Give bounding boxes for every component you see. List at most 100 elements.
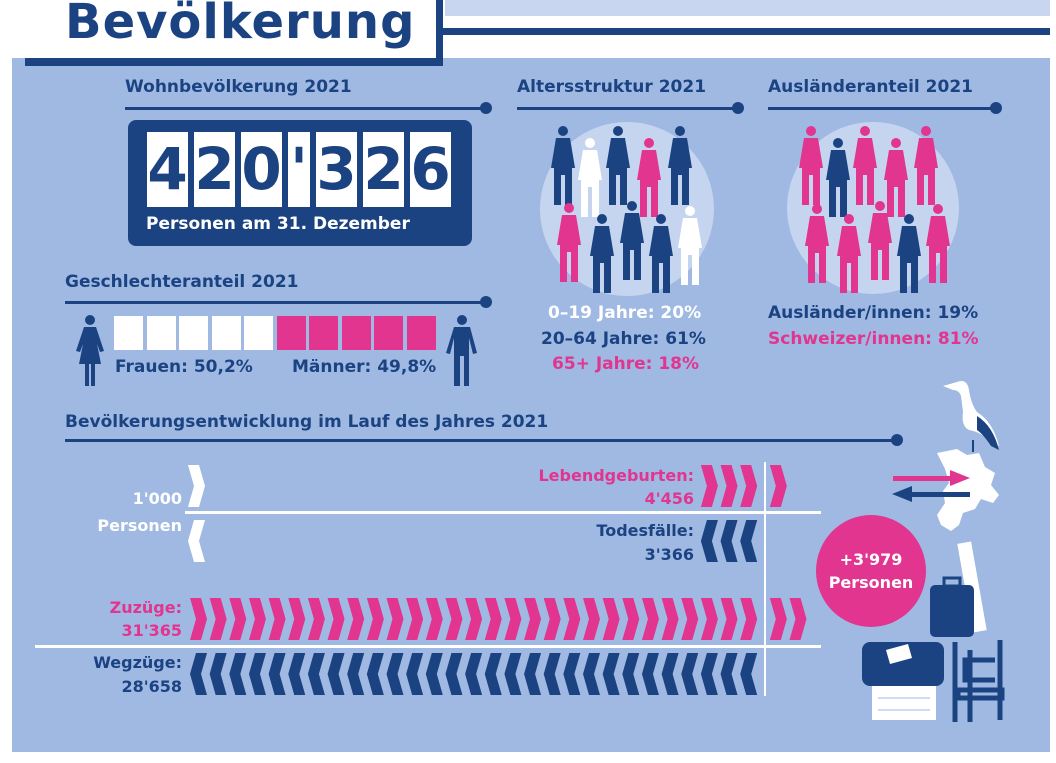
person-figure: [799, 126, 823, 205]
chevron-emigration: [524, 653, 542, 695]
chevron-immigration: [583, 598, 600, 640]
chevron-immigration: [622, 598, 640, 640]
counter-digit: 3: [316, 132, 357, 207]
chevron-emigration: [641, 653, 659, 695]
chevron-emigration: [700, 653, 718, 695]
person-figure: [620, 201, 644, 280]
chevron-immigration: [740, 598, 758, 640]
chevron-emigration: [347, 653, 365, 695]
zuzuege-label: Zuzüge:: [109, 598, 182, 617]
chevron-emigration: [740, 653, 758, 695]
header-rule: [437, 28, 1050, 35]
chevron-emigration: [307, 653, 325, 695]
chevron-emigration: [622, 653, 640, 695]
chevron-emigration: [465, 653, 483, 695]
net-change-unit: Personen: [828, 573, 914, 592]
chevron-emigration: [445, 653, 463, 695]
rule-dot: [480, 296, 492, 308]
person-figure: [668, 126, 692, 205]
scale-unit: Personen: [97, 516, 182, 535]
chevron-emigration: [583, 653, 600, 695]
deaths-value: 3'366: [644, 545, 694, 564]
person-figure: [837, 214, 861, 293]
person-figure: [926, 204, 950, 283]
chevron-emigration: [681, 653, 699, 695]
chevron-immigration: [789, 598, 807, 640]
person-figure: [557, 203, 581, 282]
chevron-immigration: [288, 598, 306, 640]
section-rule: [517, 107, 737, 110]
person-figure: [853, 126, 877, 205]
births-label: Lebendgeburten:: [538, 466, 694, 485]
chevron-emigration: [229, 653, 247, 695]
person-figure: [805, 204, 829, 283]
section-rule: [768, 107, 998, 110]
person-figure: [914, 126, 938, 205]
stork-icon: [943, 381, 999, 452]
rule-dot: [990, 102, 1002, 114]
chevron-emigration: [248, 653, 266, 695]
person-figure: [897, 214, 921, 293]
chevron-immigration: [268, 598, 286, 640]
chevron-immigration: [524, 598, 542, 640]
net-change-value: +3'979: [839, 550, 903, 569]
population-counter: 4 2 0 ' 3 2 6 Personen am 31. Dezember: [128, 120, 472, 246]
counter-digit: 0: [241, 132, 282, 207]
chevron-emigration: [484, 653, 502, 695]
suitcase-icon: [862, 541, 1005, 722]
section-rule: [65, 439, 897, 442]
man-icon: [446, 315, 477, 386]
counter-caption: Personen am 31. Dezember: [146, 214, 410, 234]
gender-segment-male: [276, 316, 306, 350]
axis-break-line: [764, 462, 766, 696]
chevron-immigration: [769, 598, 787, 640]
person-figure: [649, 214, 673, 293]
counter-digit: 4: [147, 132, 188, 207]
counter-separator: ': [288, 132, 310, 207]
chevron-emigration: [563, 653, 581, 695]
canton-map-icon: [937, 449, 999, 531]
chevron-immigration: [563, 598, 581, 640]
section-rule: [125, 107, 485, 110]
chevron-immigration: [602, 598, 620, 640]
chevron-emigration: [504, 653, 522, 695]
gender-segment-female: [211, 316, 241, 350]
gender-segment-female: [146, 316, 176, 350]
rule-dot: [891, 434, 903, 446]
maenner-label: Männer: 49,8%: [292, 357, 437, 377]
chevron-emigration: [406, 653, 424, 695]
chevron-emigration: [366, 653, 384, 695]
auslaender-line: Ausländer/innen: 19%: [768, 303, 979, 323]
counter-digit: 6: [410, 132, 451, 207]
chevron-emigration: [209, 653, 227, 695]
chevron-immigration: [366, 598, 384, 640]
chevron-immigration: [347, 598, 365, 640]
chevron-emigration: [327, 653, 345, 695]
gender-segment-male: [406, 316, 436, 350]
chevron-emigration: [543, 653, 561, 695]
chevron-immigration: [229, 598, 247, 640]
net-change-bubble: [816, 515, 926, 627]
chevron-immigration: [661, 598, 679, 640]
chevron-birth: [769, 465, 787, 507]
person-figure: [590, 214, 614, 293]
person-figure: [826, 138, 850, 217]
chevron-immigration: [386, 598, 404, 640]
counter-digit: 2: [194, 132, 235, 207]
zuzuege-value: 31'365: [121, 621, 182, 640]
chevron-immigration: [209, 598, 227, 640]
chevron-emigration: [386, 653, 404, 695]
chevron-emigration: [602, 653, 620, 695]
gender-segment-female: [114, 316, 143, 350]
chevron-immigration: [543, 598, 561, 640]
section-heading-alter: Altersstruktur 2021: [517, 77, 707, 97]
chevron-immigration: [484, 598, 502, 640]
age-line-65plus: 65+ Jahre: 18%: [552, 354, 700, 374]
chevron-birth: [720, 465, 738, 507]
section-heading-geschlecht: Geschlechteranteil 2021: [65, 272, 299, 292]
woman-icon: [76, 315, 104, 386]
gender-segment-male: [374, 316, 403, 350]
chevron-death: [700, 520, 718, 562]
chevron-birth: [700, 465, 718, 507]
